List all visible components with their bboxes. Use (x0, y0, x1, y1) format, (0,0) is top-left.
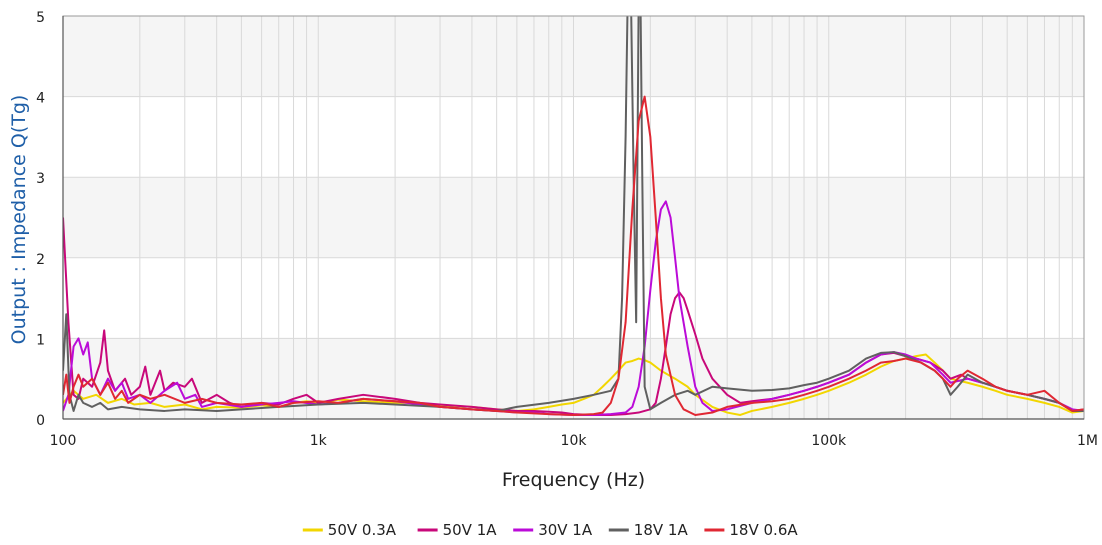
y-tick-label: 2 (36, 252, 45, 268)
x-tick-label: 100 (50, 433, 77, 449)
y-tick-label: 1 (36, 332, 45, 348)
y-tick-label: 4 (36, 91, 45, 107)
series-line-30v-1a (63, 200, 1084, 416)
series-line-18v-0-6a (63, 95, 1084, 416)
x-tick-labels: 100 1k 10k 100k 1M (50, 433, 1098, 449)
y-tick-label: 5 (36, 10, 45, 26)
legend-item[interactable]: 18V 1A (608, 521, 689, 539)
legend-item[interactable]: 50V 0.3A (302, 521, 397, 539)
y-axis-title: Output : Impedance Q(Tg) (8, 95, 30, 345)
legend-label: 18V 1A (634, 521, 689, 539)
legend-label: 18V 0.6A (729, 521, 798, 539)
legend-label: 50V 1A (443, 521, 498, 539)
x-tick-label: 10k (561, 433, 588, 449)
x-tick-label: 100k (811, 433, 847, 449)
x-axis-title: Frequency (Hz) (502, 469, 645, 491)
x-tick-label: 1M (1077, 433, 1098, 449)
series-line-50v-0-3a (63, 353, 1084, 416)
legend-item[interactable]: 18V 0.6A (704, 521, 798, 539)
x-tick-label: 1k (310, 433, 328, 449)
legend-label: 30V 1A (538, 521, 593, 539)
y-tick-labels: 0 1 2 3 4 5 (36, 10, 45, 429)
y-tick-label: 3 (36, 171, 45, 187)
legend: 50V 0.3A 50V 1A 30V 1A 18V 1A 18V 0.6A (302, 521, 798, 539)
series-lines (63, 16, 1084, 416)
legend-item[interactable]: 30V 1A (513, 521, 593, 539)
legend-label: 50V 0.3A (328, 521, 397, 539)
y-tick-label: 0 (36, 413, 45, 429)
legend-item[interactable]: 50V 1A (417, 521, 498, 539)
